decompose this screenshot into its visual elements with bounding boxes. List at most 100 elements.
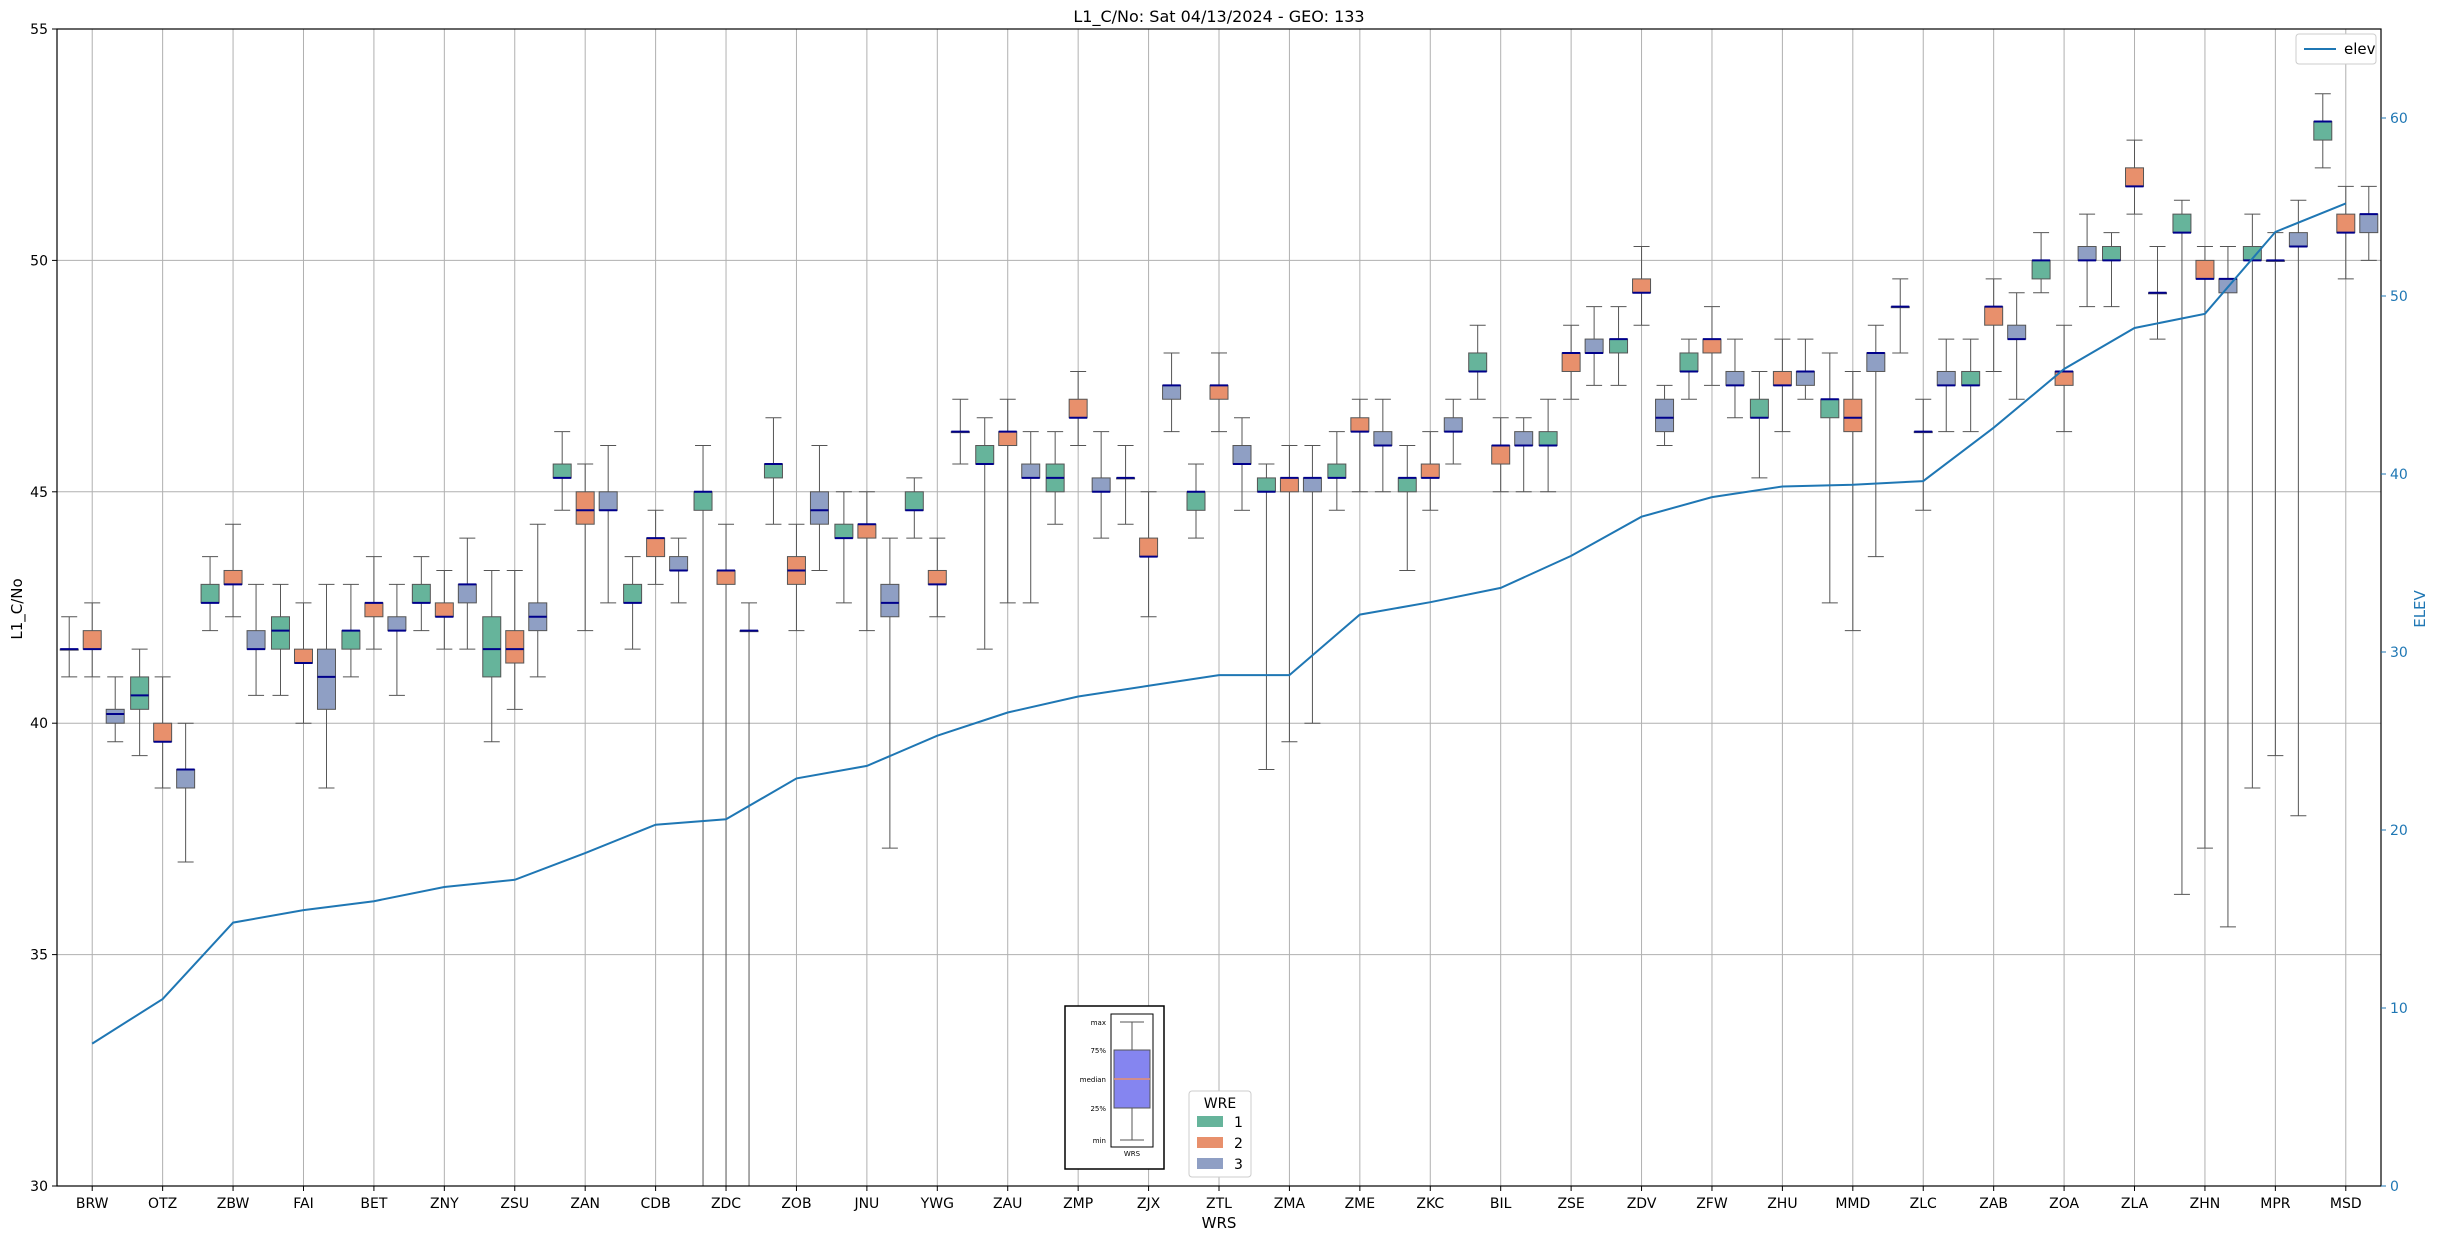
x-tick-label: ZLA	[2121, 1196, 2149, 1212]
y-tick-label: 50	[30, 253, 48, 269]
box-iqr	[200, 583, 220, 604]
box-zhu-wre2	[1772, 338, 1792, 433]
box-iqr	[153, 722, 173, 743]
x-tick-label: ZLC	[1910, 1196, 1937, 1212]
y-tick-label: 45	[30, 485, 48, 501]
box-zme-wre1	[1327, 431, 1347, 511]
key-label-25: 25%	[1090, 1105, 1106, 1113]
box-iqr	[2102, 246, 2122, 261]
x-tick-label: BET	[360, 1196, 387, 1212]
box-zsu-wre3	[528, 523, 548, 678]
box-zjx-wre3	[1162, 352, 1182, 433]
box-bet-wre2	[364, 556, 384, 650]
box-iqr	[1795, 370, 1815, 386]
box-zob-wre3	[809, 445, 829, 571]
box-iqr	[482, 616, 502, 678]
y2-axis-label: ELEV	[2411, 589, 2429, 627]
x-tick-label: ZDC	[711, 1196, 741, 1212]
elev-legend-label: elev	[2344, 40, 2376, 58]
box-zhu-wre1	[1749, 370, 1769, 479]
y2-tick-label: 50	[2390, 289, 2408, 305]
x-tick-label: ZHU	[1767, 1196, 1797, 1212]
box-mpr-wre2	[2265, 232, 2285, 757]
box-iqr	[1256, 477, 1276, 493]
box-iqr	[1350, 417, 1370, 433]
box-zdc-wre2	[716, 523, 736, 1187]
box-zmp-wre2	[1068, 370, 1088, 447]
box-iqr	[1936, 370, 1956, 386]
y-tick-label: 40	[30, 716, 48, 732]
box-ztl-wre1	[1186, 463, 1206, 539]
box-zla-wre2	[2125, 139, 2145, 215]
box-iqr	[82, 630, 102, 650]
box-ztl-wre3	[1232, 417, 1252, 511]
boxplot-key: max 75% median 25% min WRS	[1064, 1005, 1165, 1170]
box-iqr	[809, 491, 829, 525]
box-iqr	[341, 630, 361, 650]
box-iqr	[575, 491, 595, 525]
box-zny-wre2	[434, 569, 454, 650]
box-zoa-wre1	[2031, 232, 2051, 294]
x-tick-label: BRW	[76, 1196, 109, 1212]
box-iqr	[857, 523, 877, 539]
x-tick-label: ZHN	[2190, 1196, 2221, 1212]
box-brw-wre3	[105, 676, 125, 743]
box-iqr	[130, 676, 150, 710]
x-tick-label: FAI	[293, 1196, 313, 1212]
y2-tick-label: 30	[2390, 645, 2408, 661]
y2-axis-ticks: 0 10 20 30 40 50 60	[2381, 111, 2408, 1195]
y-axis-ticks: 30 35 40 45 50 55	[30, 22, 57, 1195]
box-jnu-wre3	[880, 537, 900, 849]
y-axis-label: L1_C/No	[8, 578, 27, 639]
box-iqr	[646, 537, 666, 558]
box-iqr	[1772, 370, 1792, 386]
box-zma-wre1	[1256, 463, 1276, 770]
box-fai-wre3	[316, 583, 336, 789]
box-iqr	[364, 602, 384, 618]
x-tick-label: ZOA	[2049, 1196, 2079, 1212]
box-zla-wre3	[2148, 246, 2168, 340]
box-otz-wre3	[176, 722, 196, 863]
box-iqr	[2125, 167, 2145, 187]
key-label-median: median	[1080, 1076, 1106, 1084]
box-zlc-wre2	[1913, 398, 1933, 511]
box-mmd-wre2	[1843, 370, 1863, 632]
box-iqr	[623, 583, 643, 604]
box-msd-wre1	[2313, 93, 2333, 169]
box-bet-wre1	[341, 583, 361, 678]
box-zau-wre1	[975, 417, 995, 650]
box-mpr-wre1	[2242, 213, 2262, 789]
wre-legend-title: WRE	[1204, 1096, 1236, 1112]
box-zdc-wre1	[693, 445, 713, 1187]
box-iqr	[598, 491, 618, 511]
wre-legend: WRE 1 2 3	[1188, 1090, 1252, 1178]
box-zoa-wre2	[2054, 324, 2074, 433]
box-iqr	[927, 569, 947, 585]
box-zma-wre2	[1279, 445, 1299, 743]
box-iqr	[1984, 306, 2004, 326]
box-iqr	[1538, 431, 1558, 447]
x-tick-label: ZSU	[500, 1196, 529, 1212]
wre-legend-label-2: 2	[1234, 1136, 1243, 1152]
grid	[57, 28, 2381, 1187]
box-zhn-wre1	[2172, 199, 2192, 895]
x-tick-label: YWG	[920, 1196, 954, 1212]
box-iqr	[1021, 463, 1041, 479]
box-iqr	[2172, 213, 2192, 234]
box-iqr	[1843, 398, 1863, 433]
x-tick-label: ZTL	[1206, 1196, 1232, 1212]
box-zme-wre3	[1373, 398, 1393, 493]
box-iqr	[1866, 352, 1886, 372]
wre-legend-swatch-3	[1197, 1158, 1223, 1169]
box-zab-wre1	[1961, 338, 1981, 433]
box-iqr	[411, 583, 431, 604]
box-zla-wre1	[2102, 232, 2122, 308]
box-otz-wre1	[130, 648, 150, 757]
box-iqr	[316, 648, 336, 710]
box-iqr	[1749, 398, 1769, 419]
box-zse-wre2	[1561, 324, 1581, 400]
x-tick-label: CDB	[641, 1196, 671, 1212]
box-iqr	[1443, 417, 1463, 433]
box-zhn-wre3	[2218, 246, 2238, 928]
box-zkc-wre3	[1443, 398, 1463, 465]
